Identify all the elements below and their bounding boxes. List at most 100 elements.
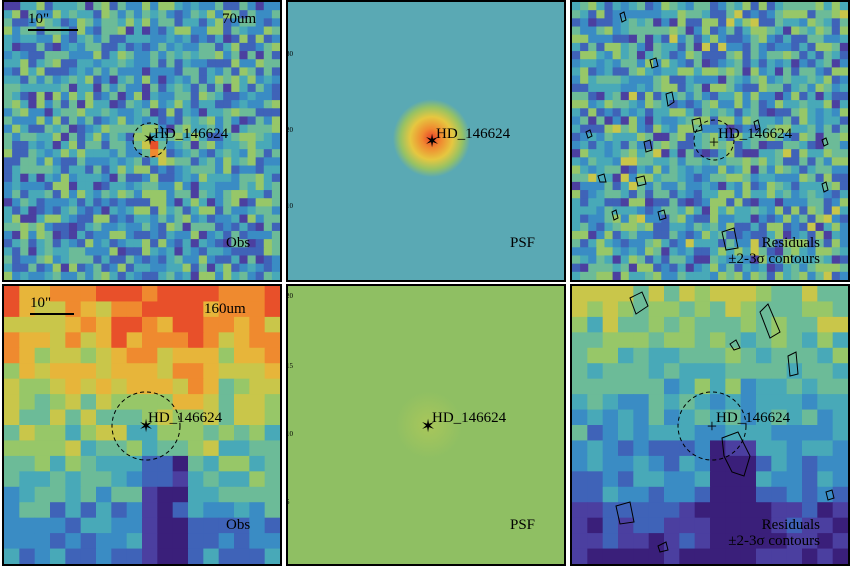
image-pixel [93, 34, 103, 44]
image-pixel [580, 271, 589, 280]
image-pixel [85, 108, 94, 118]
image-pixel [20, 165, 29, 175]
image-pixel [142, 455, 158, 472]
image-pixel [734, 10, 744, 19]
image-pixel [750, 18, 760, 28]
image-pixel [701, 75, 711, 85]
image-pixel [596, 91, 606, 101]
image-pixel [756, 440, 772, 457]
image-pixel [68, 67, 78, 77]
image-pixel [125, 67, 135, 77]
image-pixel [734, 26, 744, 36]
image-pixel [653, 108, 662, 118]
image-pixel [661, 173, 671, 183]
image-pixel [839, 255, 848, 265]
image-pixel [271, 51, 280, 60]
image-pixel [190, 214, 200, 224]
image-pixel [758, 83, 768, 93]
image-pixel [710, 165, 719, 175]
image-pixel [807, 239, 817, 248]
image-pixel [677, 271, 687, 280]
image-pixel [117, 173, 127, 183]
image-pixel [190, 165, 200, 175]
source-label: HD_146624 [716, 410, 791, 426]
image-pixel [596, 181, 606, 191]
image-pixel [190, 91, 200, 101]
image-pixel [588, 239, 597, 248]
image-pixel [77, 75, 86, 85]
image-pixel [101, 149, 111, 158]
image-pixel [679, 347, 696, 364]
image-pixel [758, 181, 768, 191]
image-pixel [799, 165, 809, 175]
image-pixel [158, 10, 167, 19]
image-pixel [101, 124, 111, 134]
image-pixel [247, 157, 257, 167]
image-pixel [596, 2, 606, 11]
image-pixel [669, 59, 679, 69]
image-pixel [28, 198, 38, 208]
image-pixel [832, 301, 848, 318]
image-pixel [12, 214, 21, 224]
image-pixel [85, 34, 94, 44]
image-pixel [60, 75, 70, 85]
image-pixel [783, 2, 792, 11]
image-pixel [247, 91, 257, 101]
image-pixel [215, 239, 224, 248]
image-pixel [85, 91, 94, 101]
image-pixel [203, 486, 220, 503]
image-pixel [206, 263, 216, 273]
image-pixel [188, 455, 204, 472]
image-pixel [750, 2, 760, 11]
image-pixel [726, 59, 735, 69]
image-pixel [50, 394, 66, 411]
image-pixel [758, 10, 768, 19]
image-pixel [612, 108, 622, 118]
image-pixel [158, 230, 167, 240]
image-pixel [756, 286, 772, 303]
image-pixel [758, 26, 768, 36]
image-pixel [742, 190, 752, 199]
image-pixel [587, 533, 604, 550]
image-pixel [80, 347, 97, 364]
image-pixel [44, 124, 54, 134]
tick-label: 10 [286, 430, 293, 438]
image-pixel [726, 91, 735, 101]
image-pixel [96, 378, 112, 395]
image-pixel [725, 533, 742, 550]
image-pixel [831, 255, 841, 265]
image-pixel [190, 26, 200, 36]
image-pixel [817, 425, 834, 442]
image-pixel [96, 347, 112, 364]
image-pixel [77, 132, 86, 142]
source-marker-icon: ✶ [420, 416, 435, 436]
image-pixel [36, 67, 46, 77]
image-pixel [157, 455, 174, 472]
image-pixel [612, 10, 622, 19]
image-pixel [4, 378, 20, 395]
image-pixel [239, 230, 249, 240]
image-pixel [648, 394, 665, 411]
image-pixel [263, 165, 273, 175]
image-pixel [19, 455, 36, 472]
image-pixel [85, 26, 94, 36]
image-pixel [766, 132, 776, 142]
image-pixel [125, 149, 135, 158]
image-pixel [96, 486, 112, 503]
image-pixel [85, 83, 94, 93]
image-pixel [12, 190, 21, 199]
image-pixel [701, 173, 711, 183]
image-pixel [234, 440, 250, 457]
image-pixel [620, 67, 630, 77]
image-pixel [206, 173, 216, 183]
image-pixel [52, 10, 62, 19]
image-pixel [628, 26, 638, 36]
image-pixel [77, 91, 86, 101]
image-pixel [742, 239, 752, 248]
image-pixel [263, 173, 273, 183]
image-pixel [774, 190, 784, 199]
image-pixel [223, 157, 232, 167]
image-pixel [685, 91, 695, 101]
image-pixel [44, 230, 54, 240]
image-pixel [117, 247, 127, 257]
